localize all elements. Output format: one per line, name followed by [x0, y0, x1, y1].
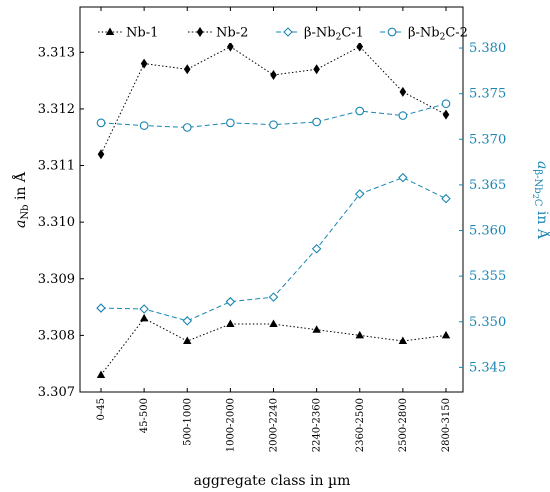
x-tick-label: 2360-2500 — [355, 398, 366, 452]
legend-label: β-Nb2C-2 — [408, 26, 468, 43]
data-point — [139, 313, 149, 322]
data-point — [139, 121, 149, 130]
series-1 — [96, 313, 451, 379]
data-point — [355, 106, 365, 116]
right-tick-label: 5.355 — [469, 269, 506, 284]
right-tick-label: 5.345 — [469, 360, 506, 375]
data-point — [96, 118, 106, 128]
data-point — [227, 41, 234, 52]
data-point — [183, 64, 191, 75]
left-axis-label: aNb in Å — [11, 171, 31, 228]
legend-entry: Nb-2 — [188, 26, 248, 41]
data-point — [398, 172, 408, 183]
legend-label: β-Nb2C-1 — [304, 26, 364, 43]
data-point — [139, 304, 149, 314]
data-point — [355, 330, 364, 339]
data-point — [312, 325, 321, 333]
x-tick-label: 2000-2240 — [269, 398, 280, 452]
data-point — [398, 111, 408, 120]
left-tick-label: 3.313 — [38, 45, 75, 60]
data-point — [442, 109, 450, 120]
left-tick-label: 3.312 — [38, 102, 75, 117]
data-point — [140, 58, 148, 69]
legend-marker — [196, 27, 204, 37]
data-point — [183, 336, 192, 345]
data-point — [441, 99, 451, 109]
x-tick-label: 2240-2360 — [312, 398, 323, 452]
left-tick-label: 3.307 — [38, 385, 75, 400]
data-point — [96, 303, 106, 313]
data-point — [182, 316, 193, 326]
data-point — [356, 41, 364, 52]
left-tick-label: 3.308 — [38, 328, 75, 343]
right-axis-ticks: 5.345 5.350 5.355 5.360 5.365 5.370 5.375 5.380 — [459, 41, 506, 375]
x-tick-label: 1000-2000 — [225, 398, 236, 452]
right-tick-label: 5.375 — [469, 87, 506, 102]
series-layer — [96, 41, 451, 379]
data-point — [312, 117, 321, 127]
x-tick-label: 2500-2800 — [398, 398, 409, 452]
legend: Nb-1 Nb-2 β-Nb2C-1 β-Nb2C-2 — [95, 19, 468, 43]
right-tick-label: 5.350 — [469, 315, 506, 330]
x-tick-label: 45-500 — [139, 398, 150, 433]
x-axis-ticks: 0-45 45-500 500-1000 1000-2000 2000-2240 2240… — [96, 7, 452, 452]
legend-entry: Nb-1 — [98, 26, 158, 41]
series-3 — [96, 172, 451, 326]
data-point — [226, 118, 235, 128]
series-4 — [96, 99, 451, 132]
legend-marker — [105, 27, 115, 35]
left-tick-label: 3.310 — [38, 215, 75, 230]
data-point — [226, 319, 235, 328]
plot-frame — [79, 6, 464, 393]
left-tick-label: 3.311 — [38, 159, 75, 174]
data-point — [399, 86, 407, 97]
right-tick-label: 5.360 — [469, 224, 506, 239]
data-point — [268, 292, 279, 302]
right-tick-label: 5.370 — [469, 132, 506, 147]
x-axis-label: aggregate class in µm — [194, 473, 351, 489]
legend-entry: β-Nb2C-1 — [276, 26, 364, 43]
left-axis-ticks: 3.307 3.308 3.309 3.310 3.311 3.312 3.313 — [38, 45, 84, 400]
legend-label: Nb-1 — [126, 26, 158, 41]
right-axis-label: aβ-Nb2C in Å — [531, 161, 550, 240]
legend-label: Nb-2 — [216, 26, 248, 41]
data-point — [354, 189, 365, 199]
data-point — [97, 149, 105, 160]
data-point — [398, 336, 408, 345]
x-tick-label: 0-45 — [96, 398, 107, 420]
data-point — [311, 243, 322, 254]
data-point — [270, 69, 277, 80]
data-point — [96, 370, 106, 379]
series-line — [100, 46, 447, 155]
data-point — [225, 296, 236, 307]
left-tick-label: 3.309 — [38, 272, 75, 287]
data-point — [441, 330, 451, 339]
legend-entry: β-Nb2C-2 — [380, 26, 468, 43]
data-point — [313, 64, 320, 75]
data-point — [269, 319, 278, 328]
data-point — [182, 123, 192, 132]
x-tick-label: 2800-3150 — [441, 398, 452, 452]
series-2 — [97, 41, 450, 160]
legend-marker — [387, 27, 397, 37]
data-point — [441, 193, 451, 204]
right-tick-label: 5.380 — [469, 41, 506, 56]
legend-marker — [283, 27, 293, 37]
right-tick-label: 5.365 — [469, 178, 506, 193]
x-tick-label: 500-1000 — [182, 398, 193, 446]
data-point — [269, 120, 278, 130]
